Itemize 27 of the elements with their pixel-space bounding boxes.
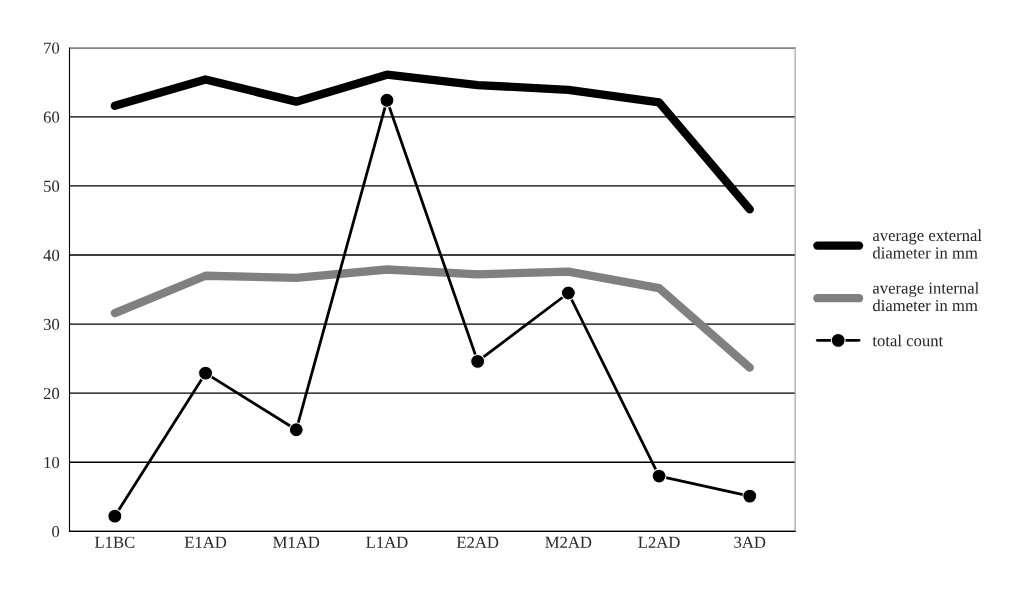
point (288, 422, 304, 438)
y-tick-label: 0 (52, 526, 60, 538)
x-tick-label: L1AD (366, 536, 408, 548)
x-tick-label: L2AD (638, 536, 680, 548)
legend-label: total count (872, 334, 944, 347)
y-tick-label: 40 (43, 249, 60, 261)
x-tick-label: E1AD (184, 536, 227, 548)
point (560, 285, 576, 301)
point (470, 353, 486, 369)
y-tick-label: 70 (44, 42, 60, 54)
point (198, 365, 214, 381)
point (651, 468, 667, 484)
point (379, 92, 395, 108)
y-tick-label: 60 (43, 111, 60, 123)
x-tick-label: E2AD (456, 536, 499, 548)
legend-label: average external diameter in mm (872, 229, 982, 259)
x-tick-label: M2AD (545, 536, 592, 548)
x-tick-label: L1BC (94, 536, 135, 548)
y-tick-label: 50 (44, 180, 60, 192)
x-tick-label: M1AD (273, 536, 320, 548)
y-tick-label: 10 (44, 456, 60, 469)
point (742, 488, 758, 504)
y-tick-label: 20 (43, 387, 60, 400)
x-tick-label: 3AD (734, 536, 766, 548)
point (107, 508, 123, 524)
legend-label: average internal diameter in mm (872, 281, 979, 312)
y-tick-label: 30 (43, 318, 60, 331)
